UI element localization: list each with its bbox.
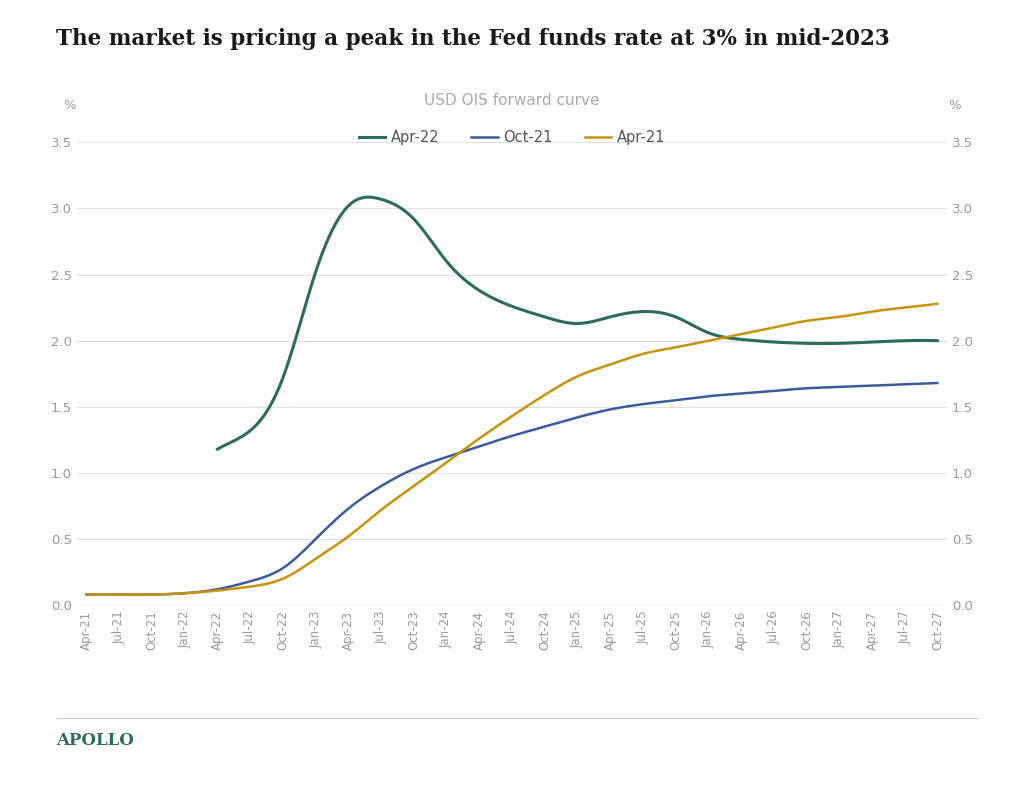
Apr-22 <box>866 337 879 346</box>
Apr-21 <box>587 365 599 375</box>
Oct-21 <box>604 405 616 414</box>
Apr-21 <box>81 590 93 600</box>
Text: APOLLO: APOLLO <box>56 732 134 748</box>
Apr-22 <box>931 336 943 346</box>
Oct-21 <box>132 590 144 600</box>
Oct-21 <box>801 384 813 393</box>
Apr-21 <box>590 365 602 374</box>
Oct-21 <box>931 378 943 388</box>
Line: Apr-21: Apr-21 <box>87 304 937 595</box>
Apr-22 <box>211 445 223 454</box>
Apr-21 <box>132 590 144 600</box>
Oct-21 <box>81 590 93 600</box>
Apr-21 <box>931 299 943 308</box>
Oct-21 <box>83 590 95 600</box>
Line: Apr-22: Apr-22 <box>217 197 937 449</box>
Oct-21 <box>854 381 866 391</box>
Text: %: % <box>63 100 76 112</box>
Apr-22 <box>820 339 833 348</box>
Text: USD OIS forward curve: USD OIS forward curve <box>424 93 600 108</box>
Oct-21 <box>587 408 599 418</box>
Legend: Apr-22, Oct-21, Apr-21: Apr-22, Oct-21, Apr-21 <box>352 124 672 151</box>
Apr-22 <box>642 307 654 316</box>
Apr-22 <box>214 443 226 452</box>
Apr-21 <box>83 590 95 600</box>
Text: The market is pricing a peak in the Fed funds rate at 3% in mid-2023: The market is pricing a peak in the Fed … <box>56 28 890 50</box>
Apr-21 <box>801 316 813 326</box>
Apr-21 <box>604 360 616 369</box>
Text: %: % <box>948 100 961 112</box>
Oct-21 <box>590 408 602 418</box>
Apr-21 <box>854 308 866 318</box>
Apr-22 <box>640 307 652 316</box>
Apr-22 <box>654 308 667 317</box>
Apr-22 <box>364 192 376 202</box>
Line: Oct-21: Oct-21 <box>87 383 937 595</box>
